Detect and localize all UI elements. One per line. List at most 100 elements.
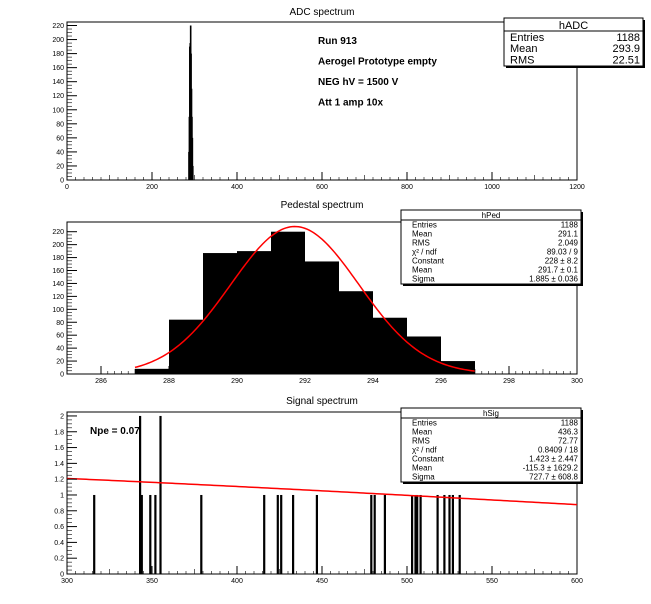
stats-label: Mean — [412, 464, 432, 473]
x-tick-label: 298 — [503, 378, 515, 385]
stats-value: 436.3 — [558, 428, 579, 437]
histogram-bar — [200, 494, 203, 574]
x-tick-label: 292 — [299, 378, 311, 385]
histogram-bar — [203, 253, 237, 374]
histogram-bar — [192, 165, 194, 180]
histogram-bar — [305, 261, 339, 374]
stats-value: 291.1 — [558, 230, 579, 239]
annotation-text: NEG hV = 1500 V — [318, 77, 399, 88]
x-tick-label: 600 — [571, 578, 583, 585]
stats-value: 293.9 — [612, 43, 640, 55]
histogram-bar — [458, 494, 461, 574]
y-tick-label: 80 — [56, 121, 64, 128]
y-tick-label: 20 — [56, 359, 64, 366]
stats-label: RMS — [510, 54, 534, 66]
stats-label: Mean — [510, 43, 538, 55]
stats-value: 1188 — [561, 221, 579, 230]
stats-box-frame — [503, 17, 644, 67]
y-tick-label: 1 — [60, 492, 64, 499]
y-tick-label: 0.2 — [54, 556, 64, 563]
x-tick-label: 200 — [146, 184, 158, 191]
histogram-bar — [292, 494, 295, 574]
histogram-bar — [237, 251, 271, 374]
x-tick-label: 400 — [231, 184, 243, 191]
histogram-bar — [271, 231, 305, 374]
x-tick-label: 450 — [316, 578, 328, 585]
histogram-bar — [383, 494, 386, 574]
stats-value: 727.7 ± 608.8 — [529, 473, 578, 482]
y-tick-label: 0 — [60, 572, 64, 579]
stats-value: 22.51 — [612, 54, 640, 66]
stats-label: Constant — [412, 455, 445, 464]
stats-value: 1188 — [616, 32, 640, 44]
x-tick-label: 550 — [486, 578, 498, 585]
histogram-bar — [315, 494, 318, 574]
histogram-bar — [339, 291, 373, 374]
histogram-bar — [93, 494, 96, 574]
annotation-text: Npe = 0.07 — [90, 426, 140, 437]
chart-title: Signal spectrum — [286, 396, 358, 407]
y-tick-label: 1.4 — [54, 461, 64, 468]
stats-label: Mean — [412, 230, 432, 239]
y-tick-label: 60 — [56, 135, 64, 142]
histogram-bar — [276, 494, 279, 574]
histogram-bar — [140, 494, 143, 574]
histogram-bar — [443, 494, 446, 574]
histogram-bar — [451, 494, 454, 574]
x-tick-label: 294 — [367, 378, 379, 385]
chart-panel-1: Pedestal spectrum 286 288 290 292 294 296 298 30… — [52, 200, 583, 385]
histogram-bar — [139, 415, 142, 574]
stats-box-name: hPed — [482, 211, 501, 220]
histogram-bar — [436, 494, 439, 574]
y-tick-label: 200 — [52, 242, 64, 249]
histogram-bar — [169, 319, 203, 374]
y-tick-label: 220 — [52, 229, 64, 236]
annotation-text: Att 1 amp 10x — [318, 98, 383, 109]
y-tick-label: 40 — [56, 149, 64, 156]
fit-curve — [66, 477, 578, 506]
y-tick-label: 120 — [52, 93, 64, 100]
histogram-bar — [191, 137, 194, 180]
annotation-text: Run 913 — [318, 36, 357, 47]
stats-value: 1.423 ± 2.447 — [529, 455, 578, 464]
y-tick-label: 180 — [52, 255, 64, 262]
histogram-bar — [370, 494, 373, 574]
stats-label: RMS — [412, 437, 430, 446]
stats-label: Sigma — [412, 275, 435, 284]
stats-value: 1188 — [561, 419, 579, 428]
x-tick-label: 296 — [435, 378, 447, 385]
y-tick-label: 1.8 — [54, 429, 64, 436]
histogram-bar — [149, 494, 152, 574]
y-tick-label: 200 — [52, 37, 64, 44]
stats-label: Entries — [412, 419, 437, 428]
x-tick-label: 290 — [231, 378, 243, 385]
y-tick-label: 140 — [52, 79, 64, 86]
x-tick-label: 288 — [163, 378, 175, 385]
y-tick-label: 0 — [60, 178, 64, 185]
annotation-text: Aerogel Prototype empty — [318, 57, 437, 68]
y-tick-label: 120 — [52, 294, 64, 301]
y-tick-label: 180 — [52, 51, 64, 58]
histogram-bar — [414, 494, 417, 574]
y-tick-label: 0.8 — [54, 508, 64, 515]
y-tick-label: 1.6 — [54, 445, 64, 452]
y-tick-label: 2 — [60, 413, 64, 420]
histogram-bar — [135, 368, 169, 374]
chart-title: ADC spectrum — [289, 7, 354, 18]
histogram-bar — [373, 317, 407, 374]
chart-panel-2: Signal spectrum 300 350 400 450 500 550 600 0 0.2… — [54, 396, 583, 585]
stats-label: Entries — [412, 221, 437, 230]
stats-value: 72.77 — [558, 437, 579, 446]
stats-value: 228 ± 8.2 — [545, 257, 579, 266]
stats-box: hADC Entries 1188 Mean 293.9 RMS 22.51 — [503, 17, 645, 68]
stats-value: 0.8409 / 18 — [538, 446, 579, 455]
stats-label: Sigma — [412, 473, 435, 482]
fit-curve — [134, 225, 476, 372]
stats-label: χ² / ndf — [412, 446, 437, 455]
stats-value: 291.7 ± 0.1 — [538, 266, 579, 275]
y-tick-label: 20 — [56, 163, 64, 170]
histogram-bar — [154, 494, 157, 574]
x-tick-label: 1200 — [569, 184, 585, 191]
x-tick-label: 0 — [65, 184, 69, 191]
